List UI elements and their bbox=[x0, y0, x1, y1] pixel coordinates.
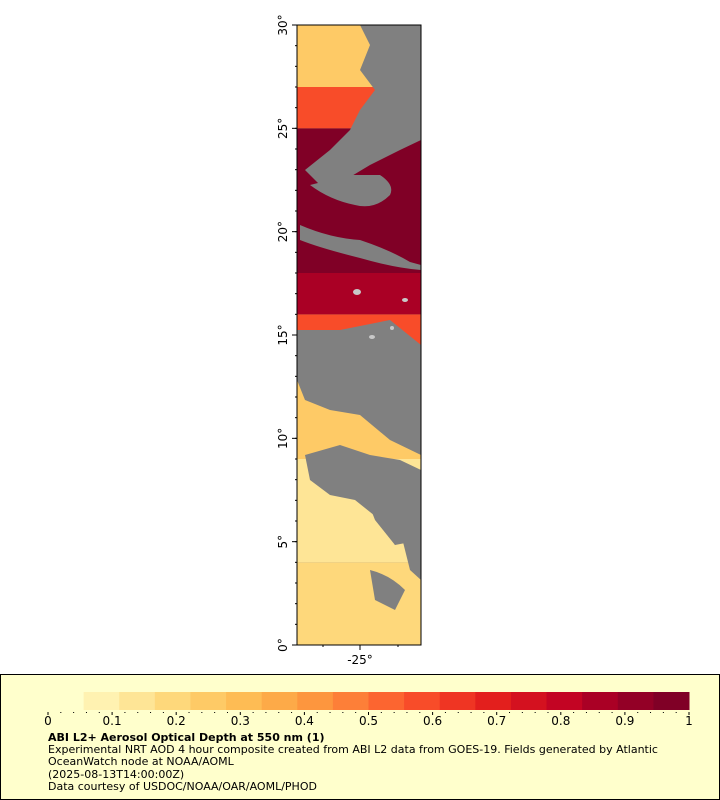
colorbar-cells bbox=[48, 692, 690, 710]
lat-tick-label: 15° bbox=[276, 324, 290, 345]
map-area: 0° 5° 10° 15° 20° 25° 30° -25° bbox=[276, 14, 422, 667]
colorbar-cell bbox=[190, 692, 227, 710]
colorbar-tick-label: 0.9 bbox=[615, 714, 634, 725]
longitude-axis: -25° bbox=[322, 645, 399, 667]
colorbar: 0 0.1 0.2 0.3 0.4 0.5 0.6 0.7 0.8 0.9 1 bbox=[44, 692, 693, 725]
lat-tick-label: 20° bbox=[276, 221, 290, 242]
lat-tick-label: 0° bbox=[276, 638, 290, 652]
colorbar-cell bbox=[297, 692, 334, 710]
colorbar-tick-label: 1 bbox=[685, 714, 693, 725]
legend-timestamp: (2025-08-13T14:00:00Z) bbox=[48, 768, 185, 781]
legend-credit: Data courtesy of USDOC/NOAA/OAR/AOML/PHO… bbox=[48, 780, 317, 793]
colorbar-cell bbox=[48, 692, 85, 710]
colorbar-cell bbox=[439, 692, 476, 710]
colorbar-tick-label: 0.4 bbox=[295, 714, 314, 725]
colorbar-cell bbox=[617, 692, 654, 710]
colorbar-cell bbox=[546, 692, 583, 710]
legend-title: ABI L2+ Aerosol Optical Depth at 550 nm … bbox=[48, 731, 325, 744]
plume-spots bbox=[353, 289, 408, 339]
lat-tick-label: 10° bbox=[276, 428, 290, 449]
colorbar-tick-label: 0 bbox=[44, 714, 52, 725]
colorbar-tick-label: 0.7 bbox=[487, 714, 506, 725]
colorbar-cell bbox=[226, 692, 263, 710]
colorbar-cell bbox=[154, 692, 191, 710]
lat-tick-label: 30° bbox=[276, 14, 290, 35]
colorbar-cell bbox=[261, 692, 298, 710]
colorbar-cell bbox=[119, 692, 156, 710]
colorbar-tick-label: 0.3 bbox=[231, 714, 250, 725]
colorbar-cell bbox=[368, 692, 405, 710]
aod-band-0 bbox=[297, 562, 421, 645]
lat-tick-label: 25° bbox=[276, 118, 290, 139]
legend-description: Experimental NRT AOD 4 hour composite cr… bbox=[48, 743, 658, 768]
colorbar-cell bbox=[332, 692, 369, 710]
latitude-axis: 0° 5° 10° 15° 20° 25° 30° bbox=[276, 14, 297, 652]
colorbar-cell bbox=[404, 692, 441, 710]
no-data-patches bbox=[297, 25, 421, 610]
colorbar-cell bbox=[83, 692, 120, 710]
colorbar-tick-label: 0.2 bbox=[167, 714, 186, 725]
colorbar-tick-label: 0.1 bbox=[103, 714, 122, 725]
colorbar-cell bbox=[475, 692, 512, 710]
legend-panel: 0 0.1 0.2 0.3 0.4 0.5 0.6 0.7 0.8 0.9 1 bbox=[0, 674, 720, 800]
lon-tick-label: -25° bbox=[347, 653, 373, 667]
lat-tick-label: 5° bbox=[276, 535, 290, 549]
colorbar-cell bbox=[653, 692, 690, 710]
colorbar-tick-label: 0.5 bbox=[359, 714, 378, 725]
colorbar-cell bbox=[510, 692, 548, 710]
colorbar-tick-label: 0.6 bbox=[423, 714, 442, 725]
colorbar-tick-label: 0.8 bbox=[551, 714, 570, 725]
colorbar-cell bbox=[582, 692, 619, 710]
colorbar-ticks: 0 0.1 0.2 0.3 0.4 0.5 0.6 0.7 0.8 0.9 1 bbox=[44, 712, 693, 725]
